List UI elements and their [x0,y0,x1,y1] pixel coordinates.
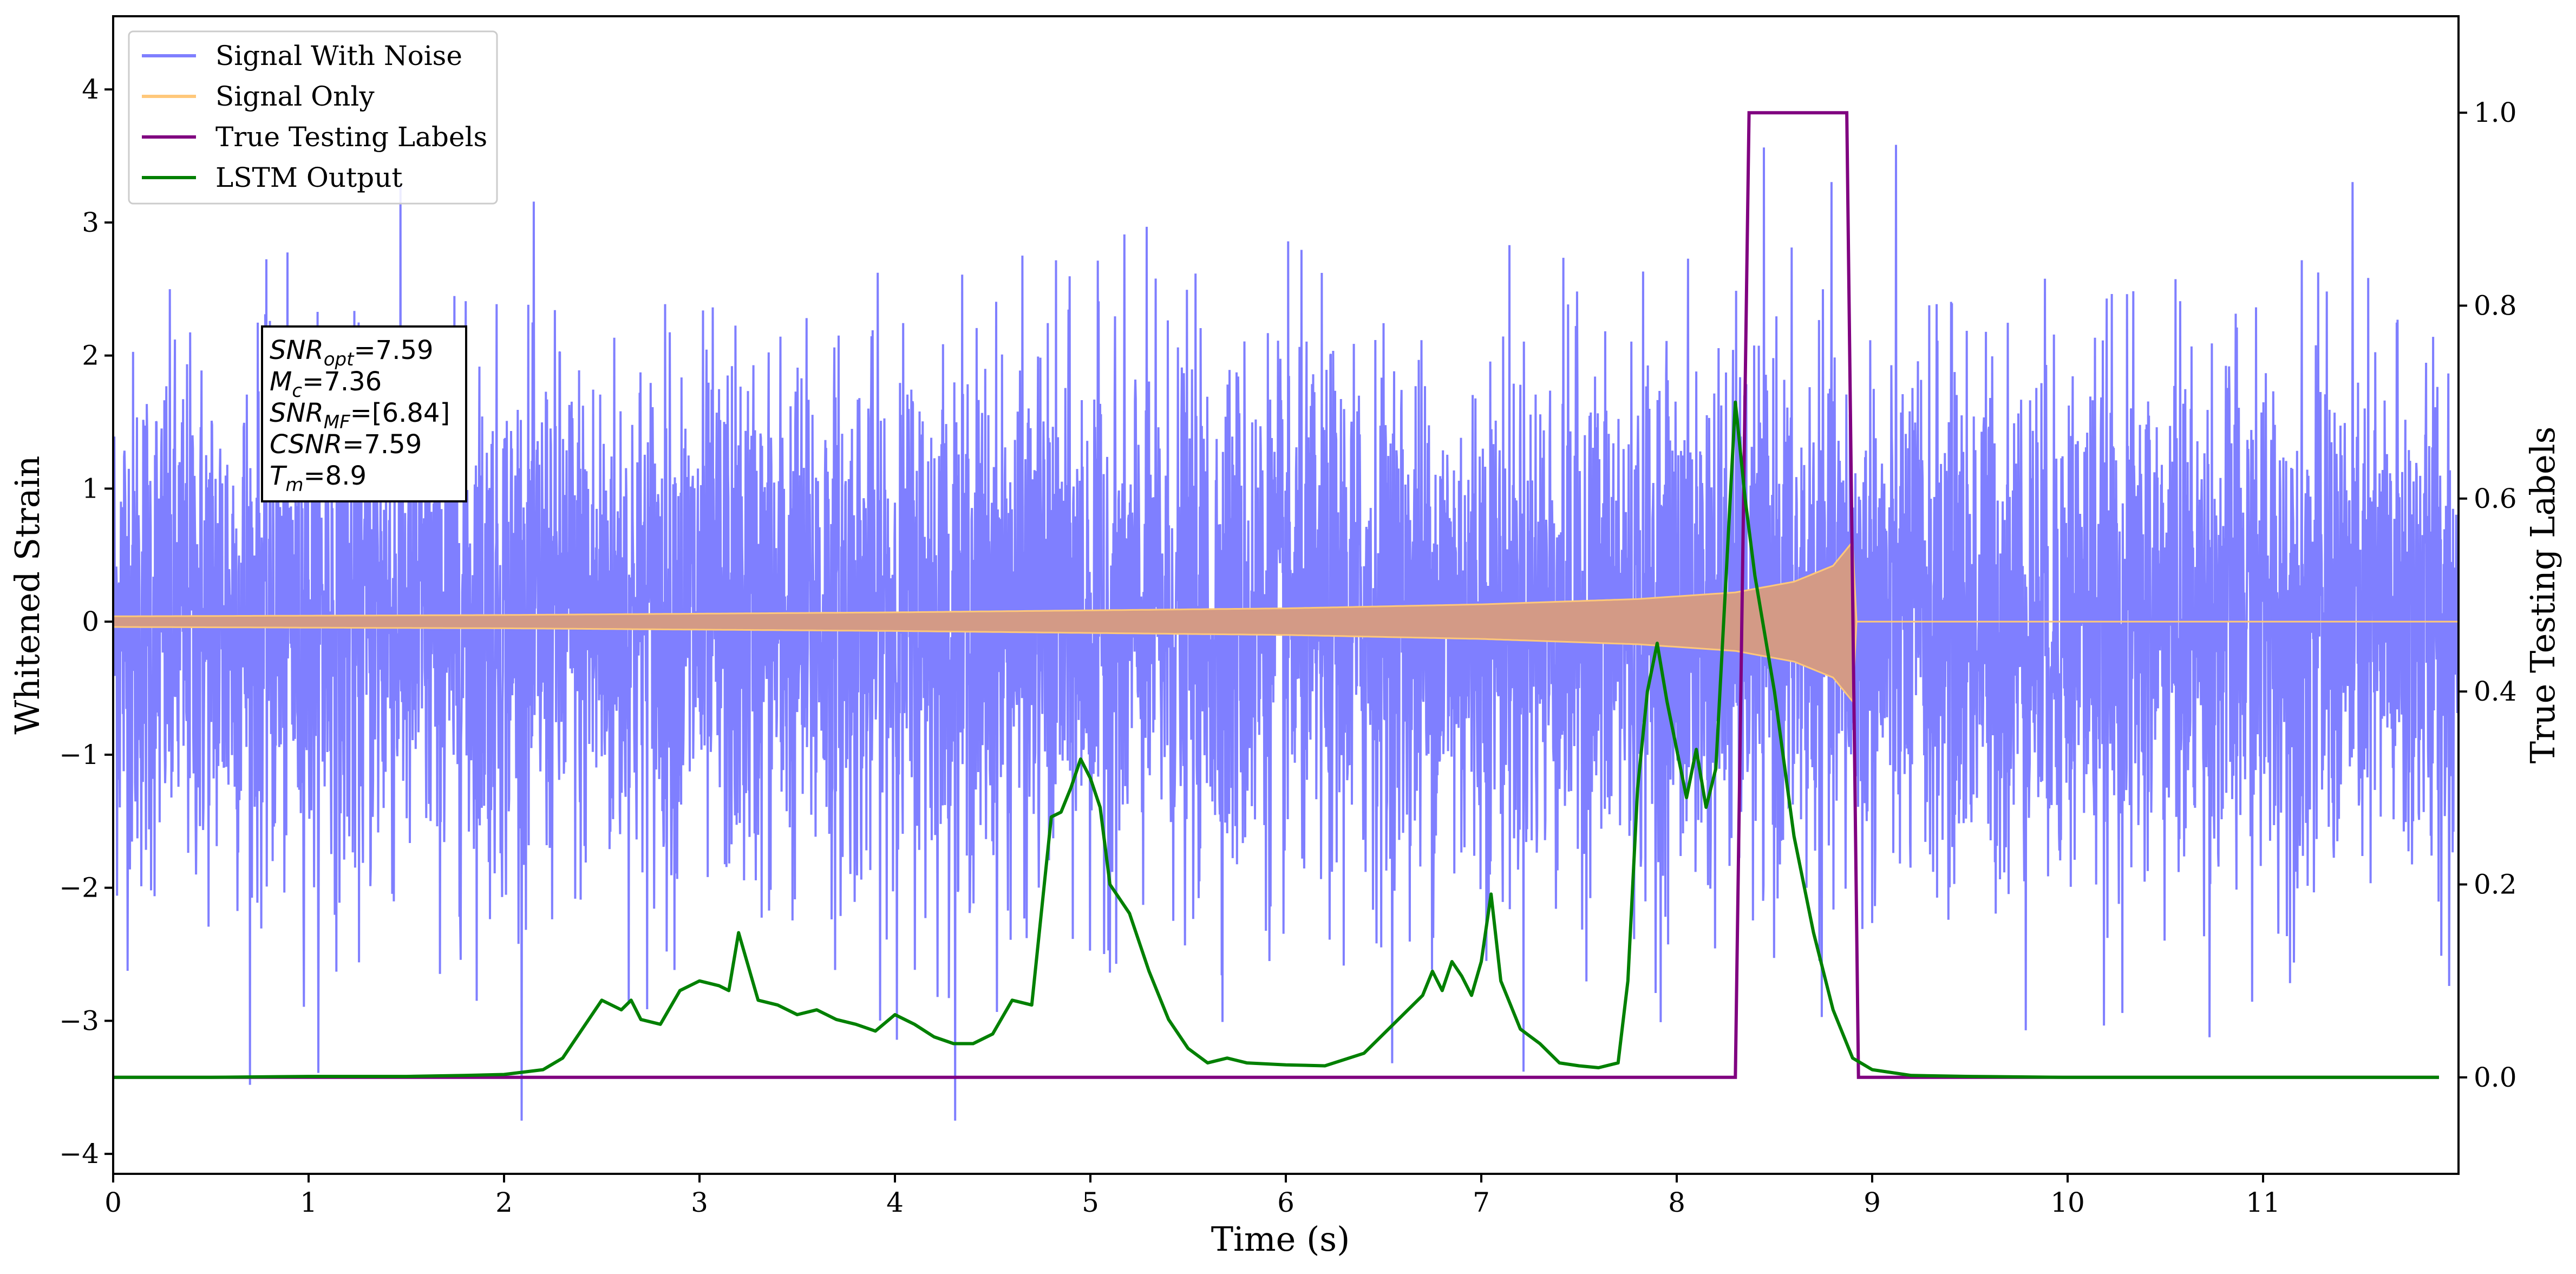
left-y-tick-label: 2 [82,340,99,371]
right-y-tick-label: 0.0 [2474,1062,2517,1093]
right-y-tick-label: 0.4 [2474,676,2517,707]
right-y-axis-label: True Testing Labels [2523,427,2562,764]
left-y-tick-label: −4 [59,1138,99,1170]
stats-annotation-box [261,325,467,502]
x-tick-label: 9 [1864,1187,1881,1218]
left-y-axis-label: Whitened Strain [8,456,47,735]
x-axis-label: Time (s) [1211,1219,1350,1259]
left-y-axis-ticks: −4 −3 −2 −1 0 1 2 3 4 [59,74,113,1170]
left-y-tick-label: 3 [82,207,99,238]
left-y-tick-label: 4 [82,74,99,105]
x-tick-label: 0 [104,1187,122,1218]
x-tick-label: 11 [2246,1187,2280,1218]
x-tick-label: 5 [1082,1187,1099,1218]
x-tick-label: 1 [300,1187,317,1218]
left-y-tick-label: 0 [82,606,99,637]
x-tick-label: 2 [495,1187,513,1218]
legend-label-lstm-output: LSTM Output [215,162,402,193]
right-y-tick-label: 1.0 [2474,97,2517,128]
x-tick-label: 4 [886,1187,904,1218]
legend-label-signal-only: Signal Only [215,81,375,112]
right-y-tick-label: 0.6 [2474,483,2517,514]
stats-annotation: SNRopt=7.59Mc=7.36SNRMF=[6.84]CSNR=7.59T… [261,325,467,502]
right-y-axis-ticks: 0.0 0.2 0.4 0.6 0.8 1.0 [2459,97,2517,1093]
x-tick-label: 8 [1668,1187,1685,1218]
x-tick-label: 7 [1473,1187,1490,1218]
series-line-signal-with-noise [113,145,2459,1121]
stats-annotation-line: CSNR=7.59 [270,429,422,460]
stats-annotation-line: Mc=7.36 [270,367,382,402]
series-area-signal-only [113,539,2459,704]
legend-label-signal-with-noise: Signal With Noise [215,40,462,71]
legend: Signal With Noise Signal Only True Testing… [128,30,498,205]
x-tick-label: 6 [1277,1187,1294,1218]
legend-label-true-testing-labels: True Testing Labels [215,121,487,153]
left-y-tick-label: 1 [82,473,99,504]
stats-annotation-line: SNRopt=7.59 [270,335,434,370]
left-y-tick-label: −2 [59,872,99,904]
right-y-tick-label: 0.2 [2474,869,2517,900]
x-tick-label: 3 [691,1187,708,1218]
right-y-tick-label: 0.8 [2474,290,2517,322]
left-y-tick-label: −3 [59,1005,99,1036]
x-axis-ticks: 0 1 2 3 4 5 6 7 8 9 10 11 [104,1174,2280,1218]
stats-annotation-line: Tm=8.9 [270,461,367,496]
left-y-tick-label: −1 [59,739,99,770]
plot-area [113,111,2459,1121]
series-line-lstm-output [113,400,2439,1079]
stats-annotation-line: SNRMF=[6.84] [270,398,450,433]
legend-box [128,30,498,205]
x-tick-label: 10 [2050,1187,2085,1218]
